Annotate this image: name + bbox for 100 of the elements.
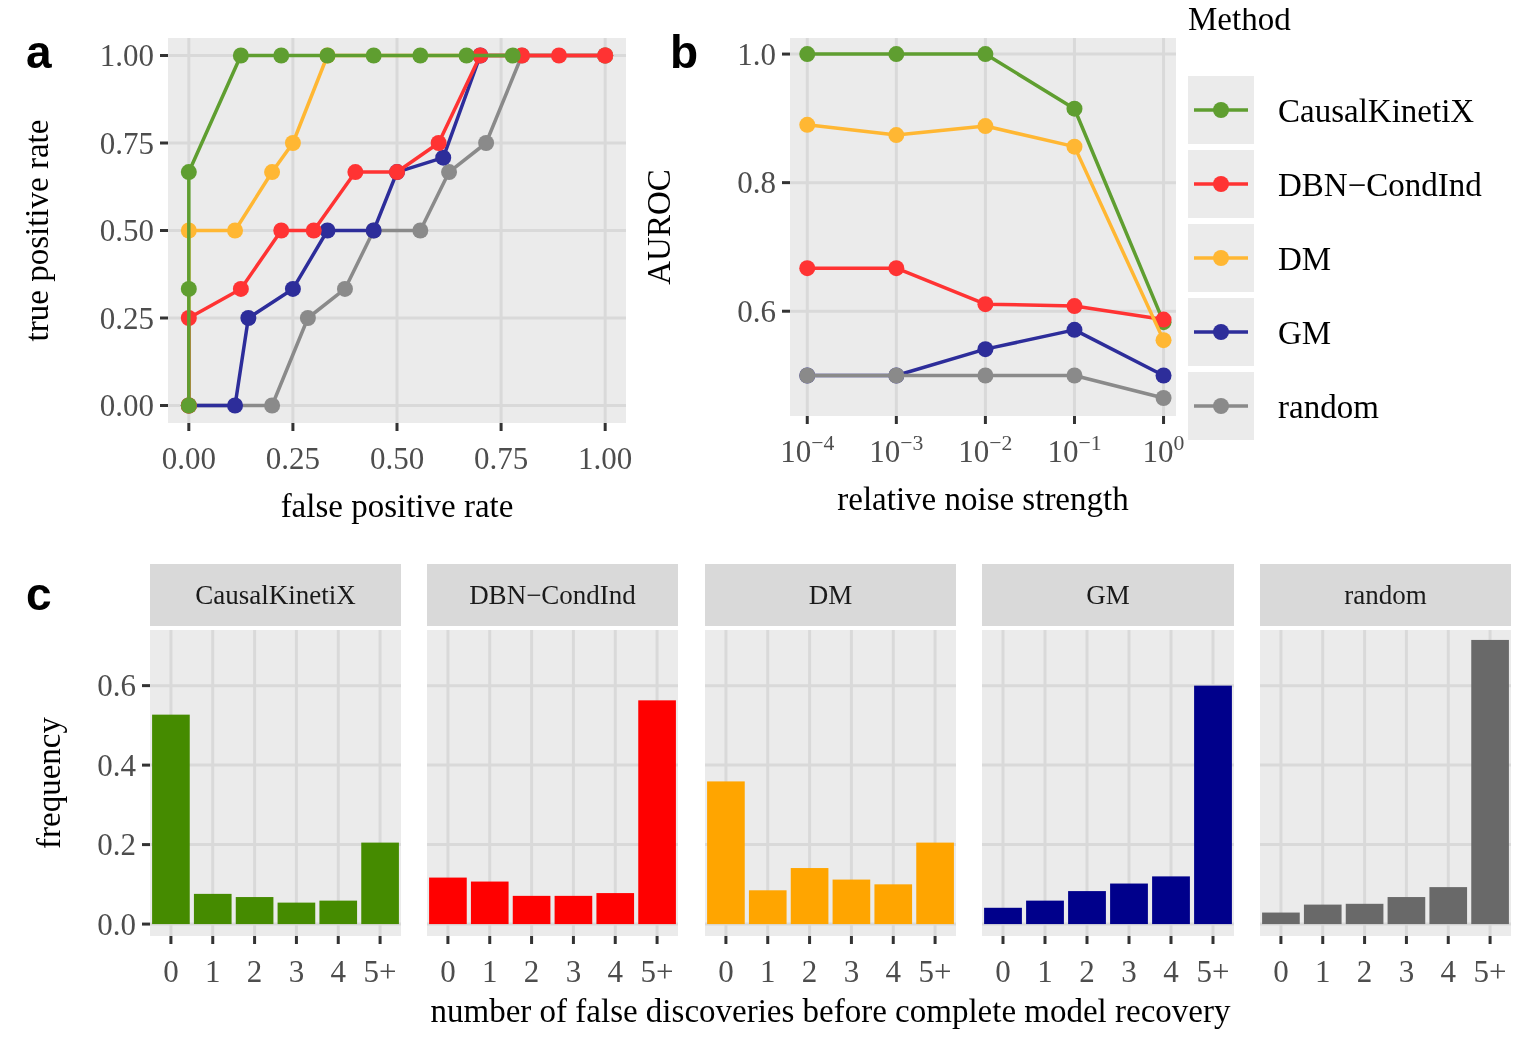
x-tick-label: 0.25 xyxy=(265,441,321,476)
x-tick-label: 1 xyxy=(1037,954,1053,989)
x-tick-label: 0 xyxy=(440,954,456,989)
x-tick-label: 4 xyxy=(885,954,902,989)
x-tick-label: 0 xyxy=(163,954,179,989)
point xyxy=(478,135,495,151)
point xyxy=(412,222,429,239)
bar xyxy=(1194,685,1232,925)
x-tick-label: 2 xyxy=(801,954,818,989)
bar xyxy=(638,700,676,925)
point xyxy=(799,116,816,133)
bar xyxy=(1068,891,1106,925)
bar xyxy=(1471,639,1509,925)
y-tick-label: 0.50 xyxy=(99,213,154,249)
x-tick-label: 5+ xyxy=(918,954,952,989)
point xyxy=(232,47,249,64)
point xyxy=(1155,332,1172,349)
x-tick-label: 4 xyxy=(1163,954,1180,989)
point xyxy=(1155,390,1172,406)
point xyxy=(412,47,429,64)
legend-label: DBN−CondInd xyxy=(1278,166,1483,203)
point xyxy=(1155,367,1172,384)
bar xyxy=(984,907,1022,925)
point xyxy=(504,47,521,64)
x-tick-label: 1 xyxy=(205,954,221,989)
point xyxy=(1066,138,1083,155)
x-tick-label: 5+ xyxy=(1196,954,1230,989)
bar xyxy=(1387,897,1426,925)
bar xyxy=(470,881,509,925)
x-tick-label: 0.50 xyxy=(369,441,425,476)
y-tick-label: 0.75 xyxy=(99,125,154,161)
x-tick-label: 5+ xyxy=(1473,954,1507,989)
point xyxy=(180,164,197,181)
point xyxy=(977,46,994,63)
text: a xyxy=(26,26,52,78)
point xyxy=(305,222,322,239)
y-tick-label: 1.0 xyxy=(737,36,776,72)
x-tick-label: 1 xyxy=(760,954,776,989)
bar xyxy=(874,884,913,925)
x-axis-title: number of false discoveries before complete model recovery xyxy=(430,993,1231,1029)
text: c xyxy=(26,568,52,620)
point xyxy=(977,118,994,135)
bar xyxy=(1110,883,1148,925)
point xyxy=(1066,100,1083,117)
x-tick-label: 2 xyxy=(523,954,540,989)
point xyxy=(273,47,290,64)
x-tick-label: 4 xyxy=(1440,954,1457,989)
chart-title: random xyxy=(1344,580,1427,611)
bar xyxy=(361,842,399,925)
chart-title: GM xyxy=(1086,580,1130,611)
point xyxy=(284,280,301,297)
x-tick-label: 10$^{−1}$ xyxy=(1047,431,1102,469)
x-tick-label: 10$^{−3}$ xyxy=(869,431,924,469)
x-tick-label: 5+ xyxy=(363,954,397,989)
x-tick-label: 4 xyxy=(330,954,347,989)
y-axis-title: true positive rate xyxy=(19,119,55,342)
bar xyxy=(512,895,551,925)
y-axis-title: AUROC xyxy=(641,169,677,285)
y-tick-label: 0.6 xyxy=(97,668,136,704)
x-tick-label: 10$^{−2}$ xyxy=(958,431,1013,469)
x-tick-label: 3 xyxy=(1398,954,1415,989)
bar xyxy=(1303,904,1342,925)
bar xyxy=(1026,900,1064,925)
x-axis-title: false positive rate xyxy=(280,488,514,524)
x-tick-label: 0 xyxy=(718,954,734,989)
y-tick-label: 0.6 xyxy=(737,294,776,330)
point xyxy=(336,280,353,297)
point xyxy=(888,260,905,277)
point xyxy=(888,46,905,63)
x-tick-label: 10$^{−4}$ xyxy=(780,431,835,469)
bar xyxy=(152,714,190,925)
y-tick-label: 0.25 xyxy=(99,300,154,336)
point xyxy=(365,47,382,64)
y-tick-label: 1.00 xyxy=(99,38,154,74)
x-tick-label: 10$^{0}$ xyxy=(1142,431,1185,469)
legend-label: GM xyxy=(1278,314,1332,351)
chart-title: CausalKinetiX xyxy=(195,580,357,611)
point xyxy=(458,47,475,64)
x-tick-label: 3 xyxy=(565,954,582,989)
point xyxy=(1066,321,1083,338)
bar xyxy=(916,842,954,925)
x-tick-label: 1.00 xyxy=(578,441,633,476)
point xyxy=(435,149,452,166)
y-tick-label: 0.4 xyxy=(97,747,137,783)
bar xyxy=(1262,912,1300,925)
bar xyxy=(319,900,358,925)
y-tick-label: 0.0 xyxy=(97,906,136,942)
x-tick-label: 0.75 xyxy=(473,441,529,476)
point xyxy=(240,310,257,326)
point xyxy=(227,222,244,239)
bar xyxy=(235,897,274,925)
bar xyxy=(1345,903,1384,925)
point xyxy=(227,397,244,414)
bar xyxy=(1152,876,1190,925)
legend-label: DM xyxy=(1278,240,1332,277)
x-tick-label: 0.00 xyxy=(161,441,216,476)
point xyxy=(441,164,458,181)
point xyxy=(977,341,994,358)
point xyxy=(430,135,447,151)
point xyxy=(550,47,567,64)
